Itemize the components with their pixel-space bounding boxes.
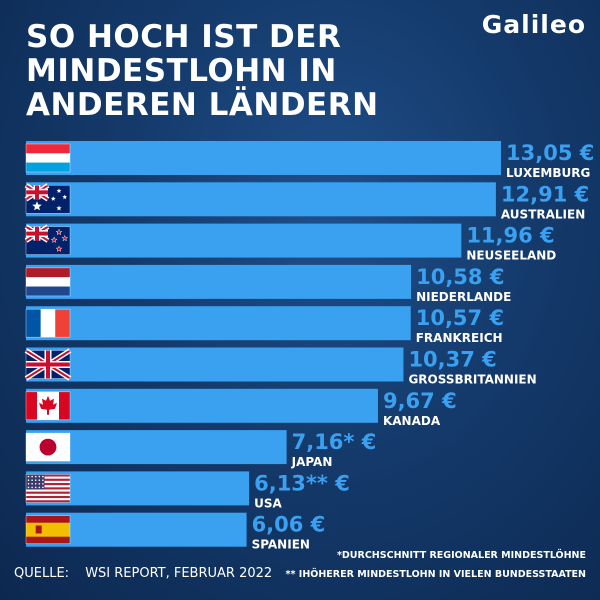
- value-label: 10,58 €: [416, 265, 504, 289]
- japan-flag-icon: [25, 432, 71, 462]
- value-label: 7,16* €: [292, 430, 377, 454]
- footnote-regional: *DURCHSCHNITT REGIONALER MINDESTLÖHNE: [336, 550, 586, 561]
- value-label: 6,06 €: [252, 513, 326, 537]
- source-note: QUELLE: WSI REPORT, FEBRUAR 2022: [14, 566, 272, 581]
- bar-row-usa: 6,13** €USA: [25, 471, 350, 510]
- bar-row-neuseeland: 11,96 €NEUSEELAND: [24, 223, 556, 263]
- bar-niederlande: [26, 264, 412, 299]
- bar-row-kanada: 9,67 €KANADA: [25, 388, 457, 428]
- value-label: 11,96 €: [466, 224, 554, 248]
- value-label: 6,13** €: [254, 471, 350, 495]
- category-label: FRANKREICH: [416, 331, 503, 345]
- bar-luxemburg: [26, 141, 501, 175]
- category-label: JAPAN: [291, 455, 333, 469]
- bar-row-japan: 7,16* €JAPAN: [25, 430, 377, 469]
- canada-flag-icon: [25, 391, 71, 421]
- bar-australien: [26, 182, 496, 217]
- value-label: 10,37 €: [408, 348, 496, 372]
- new-zealand-flag-icon: [24, 224, 71, 255]
- footnote-states: ** IHÖHERER MINDESTLOHN IN VIELEN BUNDES…: [285, 569, 586, 580]
- usa-flag-icon: [25, 474, 71, 503]
- category-label: SPANIEN: [252, 538, 310, 552]
- galileo-logo: Galileo: [481, 10, 586, 39]
- luxembourg-flag-icon: [25, 143, 71, 173]
- bar-row-luxemburg: 13,05 €LUXEMBURG: [25, 141, 594, 180]
- bar-row-frankreich: 10,57 €FRANKREICH: [25, 306, 504, 345]
- category-label: NEUSEELAND: [466, 249, 556, 263]
- category-label: LUXEMBURG: [506, 166, 590, 180]
- category-label: USA: [254, 496, 282, 510]
- uk-flag-icon: [24, 348, 72, 381]
- netherlands-flag-icon: [25, 267, 71, 297]
- category-label: KANADA: [383, 414, 441, 428]
- source-label: QUELLE:: [14, 566, 70, 581]
- bar-row-niederlande: 10,58 €NIEDERLANDE: [25, 264, 511, 304]
- bar-grossbritannien: [26, 347, 404, 382]
- category-label: AUSTRALIEN: [501, 207, 585, 221]
- value-label: 10,57 €: [416, 306, 504, 330]
- bar-frankreich: [26, 306, 411, 341]
- bar-row-spanien: 6,06 €SPANIEN: [25, 512, 326, 552]
- value-label: 12,91 €: [501, 182, 589, 206]
- category-label: GROSSBRITANNIEN: [408, 373, 536, 387]
- bar-row-australien: 12,91 €AUSTRALIEN: [24, 182, 589, 221]
- australia-flag-icon: [24, 183, 71, 214]
- page-title: SO HOCH IST DER MINDESTLOHN IN ANDEREN L…: [26, 19, 379, 123]
- spain-flag-icon: [25, 515, 71, 545]
- bar-neuseeland: [26, 223, 462, 258]
- source-text: WSI REPORT, FEBRUAR 2022: [85, 566, 273, 581]
- france-flag-icon: [25, 308, 71, 338]
- category-label: NIEDERLANDE: [416, 290, 511, 304]
- bar-kanada: [26, 388, 378, 423]
- value-label: 13,05 €: [506, 141, 594, 165]
- value-label: 9,67 €: [383, 389, 457, 413]
- bar-row-grossbritannien: 10,37 €GROSSBRITANNIEN: [24, 347, 537, 387]
